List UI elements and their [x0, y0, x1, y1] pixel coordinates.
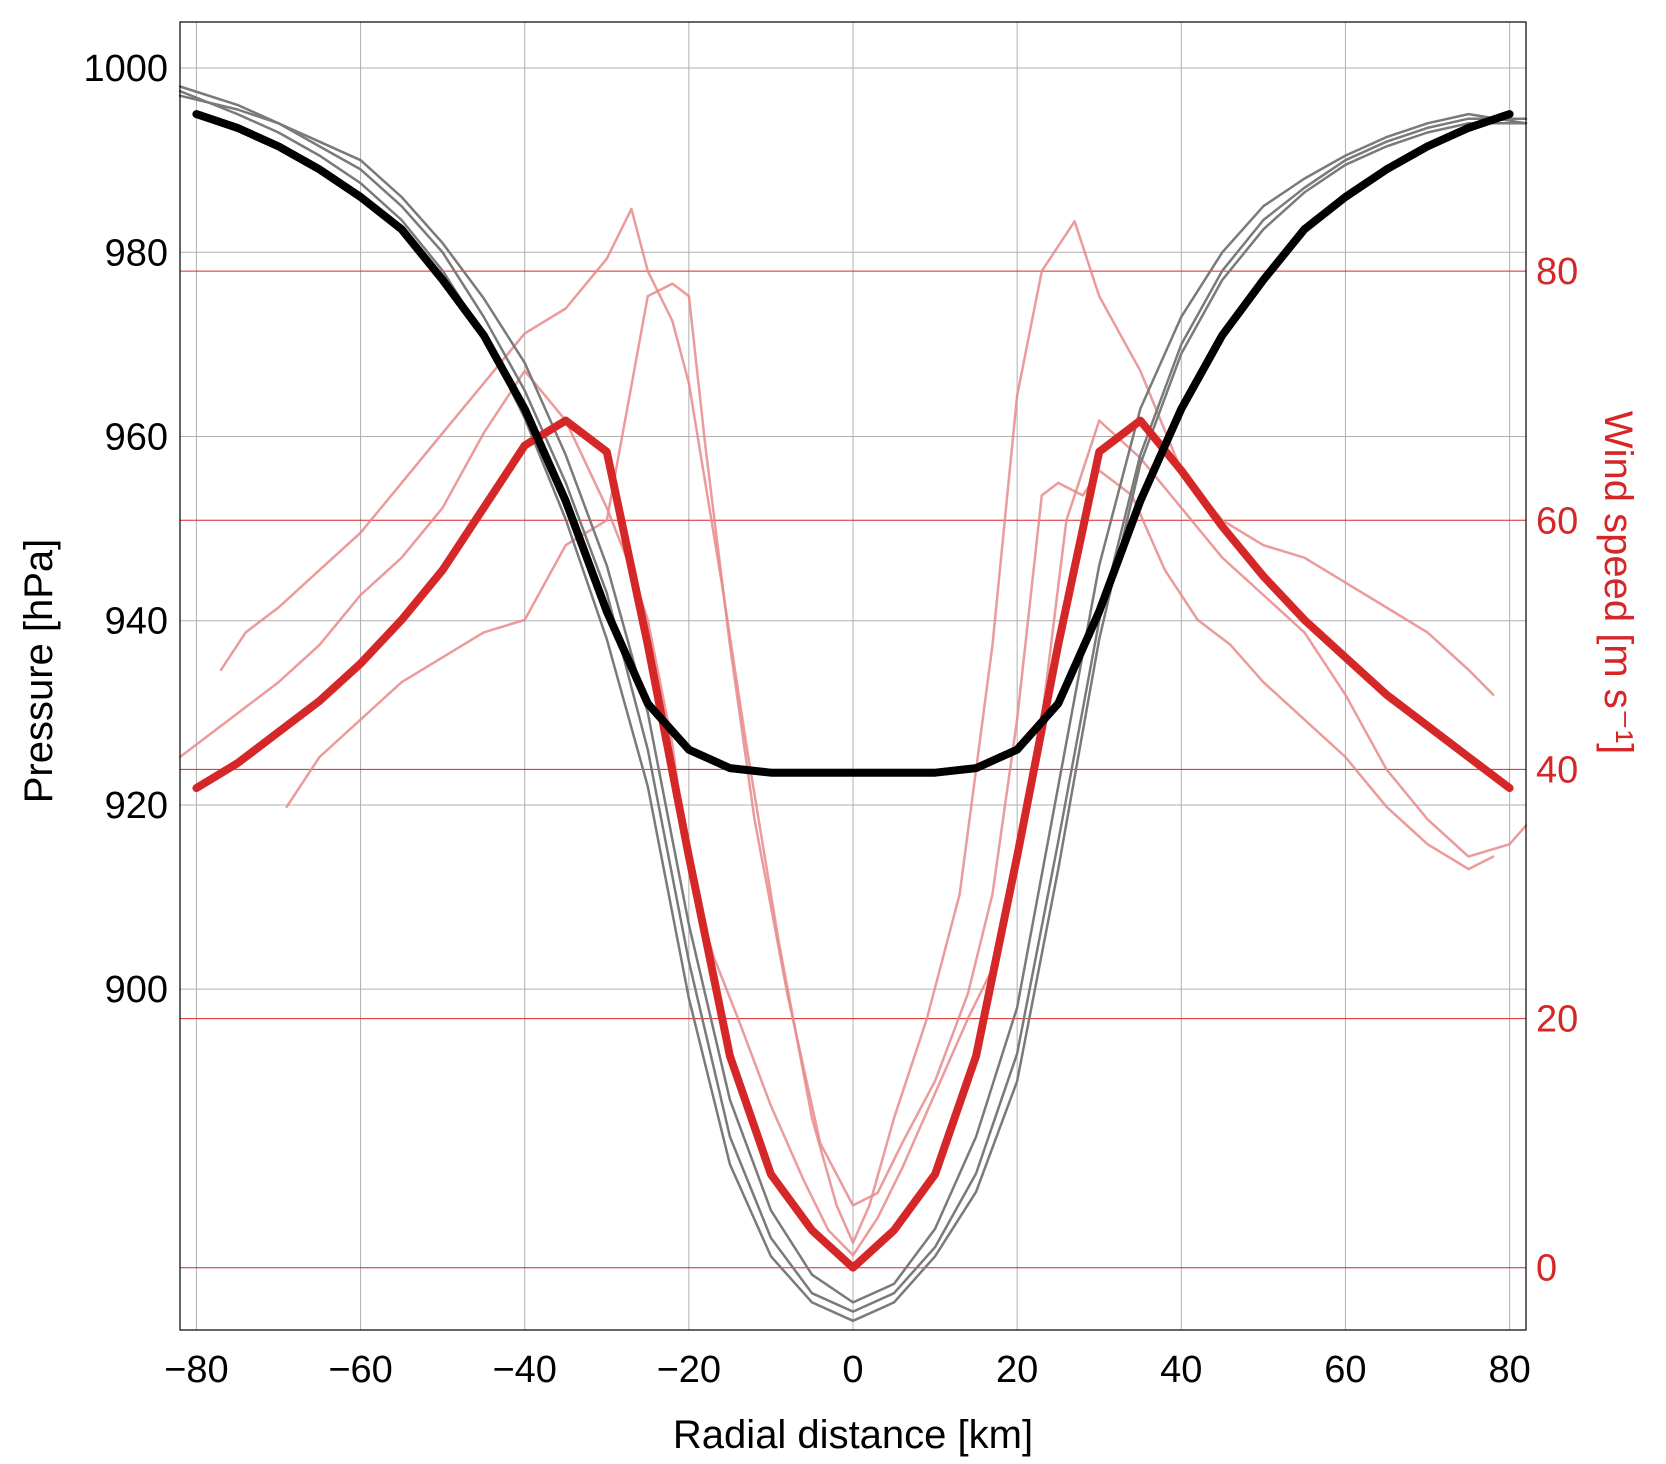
pressure-model-line — [192, 110, 1514, 777]
grid-horizontal-left — [180, 67, 1526, 990]
pressure-observed-line — [178, 89, 1528, 1323]
x-tick-label: −80 — [164, 1349, 228, 1391]
wind-model-line — [192, 416, 1514, 1272]
plot-frame — [179, 21, 1527, 1331]
y-right-tick-label: 0 — [1536, 1248, 1557, 1290]
y-left-tick-label: 940 — [105, 601, 168, 643]
y-left-tick-label: 1000 — [83, 48, 168, 90]
x-tick-label: −60 — [328, 1349, 392, 1391]
x-tick-label: 20 — [996, 1349, 1038, 1391]
wind-observed-line — [285, 282, 1495, 1207]
y-left-tick-labels: 1000 980 960 940 920 900 — [83, 48, 168, 1011]
x-tick-label: 40 — [1160, 1349, 1202, 1391]
x-tick-labels: −80 −60 −40 −20 0 20 40 60 80 — [164, 1349, 1531, 1391]
wind-observed-line — [219, 207, 1495, 1245]
y-left-tick-label: 920 — [105, 785, 168, 827]
y-right-tick-label: 60 — [1536, 500, 1578, 542]
x-tick-label: −20 — [657, 1349, 721, 1391]
y-right-tick-label: 20 — [1536, 999, 1578, 1041]
y-right-tick-labels: 80 60 40 20 0 — [1536, 251, 1578, 1290]
x-axis-title: Radial distance [km] — [673, 1413, 1033, 1457]
wind-observed-line — [178, 369, 1528, 1257]
x-tick-label: −40 — [492, 1349, 556, 1391]
y-left-axis-title: Pressure [hPa] — [17, 539, 61, 804]
grid-vertical — [195, 22, 1511, 1330]
x-tick-label: 60 — [1324, 1349, 1366, 1391]
y-right-axis-title: Wind speed [m s⁻¹] — [1596, 411, 1640, 754]
series-layer — [178, 85, 1528, 1323]
pressure-observed-line — [178, 94, 1528, 1304]
y-right-tick-label: 40 — [1536, 749, 1578, 791]
x-tick-label: 0 — [842, 1349, 863, 1391]
y-left-tick-label: 980 — [105, 232, 168, 274]
y-left-tick-label: 960 — [105, 417, 168, 459]
y-right-tick-label: 80 — [1536, 251, 1578, 293]
pressure-observed-line — [178, 85, 1528, 1313]
y-left-tick-label: 900 — [105, 969, 168, 1011]
x-tick-label: 80 — [1488, 1349, 1530, 1391]
